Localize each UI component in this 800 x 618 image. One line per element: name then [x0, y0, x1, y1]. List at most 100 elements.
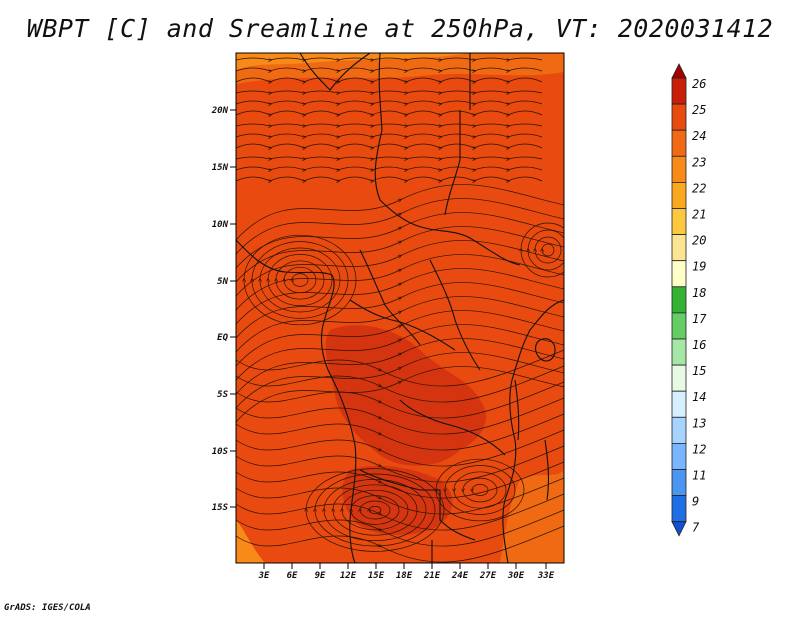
field-contour-25-south — [342, 465, 453, 535]
lon-label: 15E — [368, 571, 385, 581]
streamline — [236, 397, 564, 435]
lat-label: 15N — [212, 163, 229, 173]
lat-axis: 20N 15N 10N 5N EQ 5S 10S 15S — [211, 106, 236, 513]
colorbar-label: 19 — [692, 260, 706, 274]
streamline — [236, 198, 564, 255]
border-d — [444, 110, 461, 216]
streamline — [236, 324, 564, 381]
streamline — [236, 493, 564, 531]
colorbar-segment — [671, 103, 687, 131]
streamline — [236, 365, 564, 403]
streamline — [236, 366, 564, 423]
colorbar-label: 23 — [692, 155, 706, 169]
streamline — [236, 123, 543, 126]
colorbar-segment — [671, 442, 687, 470]
streamline — [292, 273, 309, 287]
streamline — [472, 484, 489, 496]
lon-axis: 3E 6E 9E 12E 15E 18E 21E 24E 27E 30E 33E — [258, 563, 555, 581]
lon-label: 9E — [315, 571, 326, 581]
colorbar-segment — [671, 260, 687, 288]
lon-label: 24E — [451, 571, 469, 581]
field-contour-top-22 — [236, 53, 470, 70]
streamline — [360, 500, 391, 520]
colorbar-label: 26 — [692, 77, 706, 91]
colorbar-label: 20 — [692, 234, 706, 248]
lat-label: 15S — [212, 503, 229, 513]
colorbar-segment — [671, 390, 687, 418]
streamline — [236, 57, 543, 60]
lon-label: 12E — [340, 571, 357, 581]
grads-footer: GrADS: IGES/COLA — [4, 603, 91, 613]
streamline — [236, 166, 543, 170]
streamline — [445, 465, 516, 515]
streamline — [252, 241, 349, 319]
streamline — [236, 143, 543, 148]
colorbar-label: 7 — [692, 521, 700, 535]
colorbar-segment — [671, 312, 687, 340]
streamline — [236, 509, 564, 547]
streamlines — [236, 57, 564, 563]
border-f — [359, 249, 421, 346]
lake-malawi — [544, 439, 550, 501]
colorbar-label: 16 — [692, 338, 706, 352]
streamline — [236, 352, 564, 409]
colorbar-label: 13 — [692, 416, 706, 430]
streamline — [244, 234, 357, 326]
colorbar-top-arrow — [671, 63, 687, 79]
lon-label: 21E — [423, 571, 441, 581]
streamline — [268, 254, 333, 306]
colorbar-label: 12 — [692, 442, 706, 456]
streamline — [236, 184, 564, 241]
streamline — [324, 479, 427, 541]
streamline — [236, 477, 564, 515]
lake-tanganyika — [514, 379, 520, 441]
streamline — [236, 240, 564, 297]
colorbar-label: 9 — [692, 495, 699, 509]
streamline — [236, 413, 564, 451]
border-e — [379, 199, 521, 266]
streamline — [236, 176, 543, 181]
colorbar-segment — [671, 416, 687, 444]
streamline — [236, 268, 564, 325]
streamline — [454, 471, 507, 509]
colorbar-label: 24 — [692, 129, 706, 143]
field-contour-southwest — [236, 520, 265, 563]
lat-label: 20N — [211, 106, 229, 116]
colorbar-label: 11 — [692, 469, 706, 483]
streamline — [236, 338, 564, 395]
colorbar-label: 25 — [692, 103, 706, 117]
colorbar-label: 14 — [692, 390, 706, 404]
streamline — [463, 477, 498, 503]
map-panel — [236, 53, 564, 563]
streamline — [333, 484, 418, 536]
streamline — [236, 282, 564, 339]
africa-east-coast — [502, 299, 564, 563]
lon-label: 27E — [479, 571, 497, 581]
streamline — [236, 381, 564, 419]
streamline — [236, 445, 564, 483]
streamline — [306, 468, 445, 552]
colorbar-label: 17 — [692, 312, 707, 326]
lake-victoria — [535, 338, 556, 362]
lat-label: 5S — [217, 390, 228, 400]
streamline — [236, 212, 564, 269]
streamline — [528, 229, 564, 271]
lon-label: 6E — [287, 571, 298, 581]
lat-label: 5N — [217, 277, 228, 287]
colorbar-segment — [671, 77, 687, 105]
border-g — [429, 259, 481, 371]
map-frame — [235, 52, 565, 564]
border-h — [349, 299, 456, 351]
map-title: WBPT [C] and Sreamline at 250hPa, VT: 20… — [26, 14, 774, 43]
streamline — [236, 110, 543, 115]
lon-label: 33E — [537, 571, 555, 581]
colorbar-label: 21 — [692, 208, 706, 222]
streamline — [535, 236, 562, 264]
colorbar: 26 25 24 23 22 21 20 19 18 17 16 15 14 13 12 11 9 7 — [671, 63, 707, 537]
border-i — [399, 399, 506, 456]
lat-label: EQ — [217, 333, 228, 343]
colorbar-label: 18 — [692, 286, 706, 300]
streamline — [236, 429, 564, 467]
streamline — [260, 247, 341, 313]
lat-label: 10N — [212, 220, 229, 230]
